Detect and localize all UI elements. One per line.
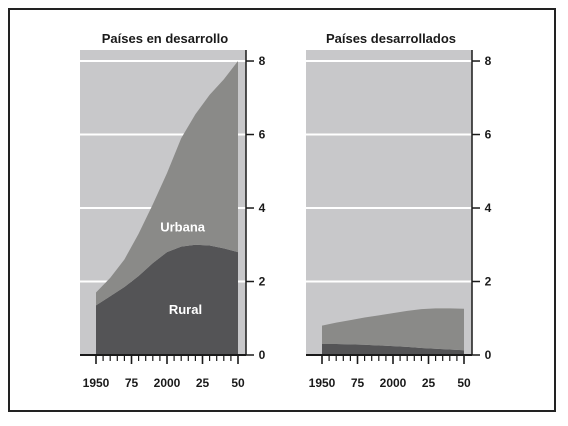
area-layers: [96, 61, 238, 355]
y-tick-label: 6: [259, 128, 266, 142]
area-rural: [96, 244, 238, 355]
y-tick-label: 2: [485, 275, 492, 289]
y-tick-label: 8: [259, 54, 266, 68]
plot-background: [306, 50, 472, 355]
x-tick-label: 1950: [309, 376, 336, 390]
y-tick-label: 2: [259, 275, 266, 289]
x-tick-label: 75: [125, 376, 139, 390]
x-tick-label: 2000: [154, 376, 181, 390]
x-tick-label: 25: [422, 376, 436, 390]
panel-developed: 1950 75 2000 25 50 0 2 4 6 8 Países desarrollados: [306, 31, 492, 390]
y-tick-label: 4: [259, 201, 266, 215]
area-urbana: [96, 61, 238, 306]
axis-group: 1950 75 2000 25 50 0 2 4 6 8: [80, 50, 266, 390]
x-tick-label: 25: [196, 376, 210, 390]
x-tick-label: 1950: [83, 376, 110, 390]
x-tick-label: 50: [457, 376, 471, 390]
annotation-group: Urbana Rural: [160, 219, 206, 317]
panel-developing: 1950 75 2000 25 50 0 2 4 6 8 Urbana Rural Países e…: [80, 31, 266, 390]
x-tick-label: 50: [231, 376, 245, 390]
area-rural: [322, 343, 464, 355]
area-urbana: [322, 308, 464, 351]
y-tick-label: 0: [485, 348, 492, 362]
panel-title: Países en desarrollo: [102, 31, 229, 46]
y-tick-label: 0: [259, 348, 266, 362]
area-label: Urbana: [160, 219, 206, 234]
area-label: Rural: [169, 302, 202, 317]
x-tick-label: 2000: [380, 376, 407, 390]
y-tick-label: 6: [485, 128, 492, 142]
grid-lines: [306, 60, 472, 283]
panel-title: Países desarrollados: [326, 31, 456, 46]
y-tick-label: 8: [485, 54, 492, 68]
axis-group: 1950 75 2000 25 50 0 2 4 6 8: [306, 50, 492, 390]
x-tick-label: 75: [351, 376, 365, 390]
area-layers: [322, 308, 464, 355]
y-tick-label: 4: [485, 201, 492, 215]
